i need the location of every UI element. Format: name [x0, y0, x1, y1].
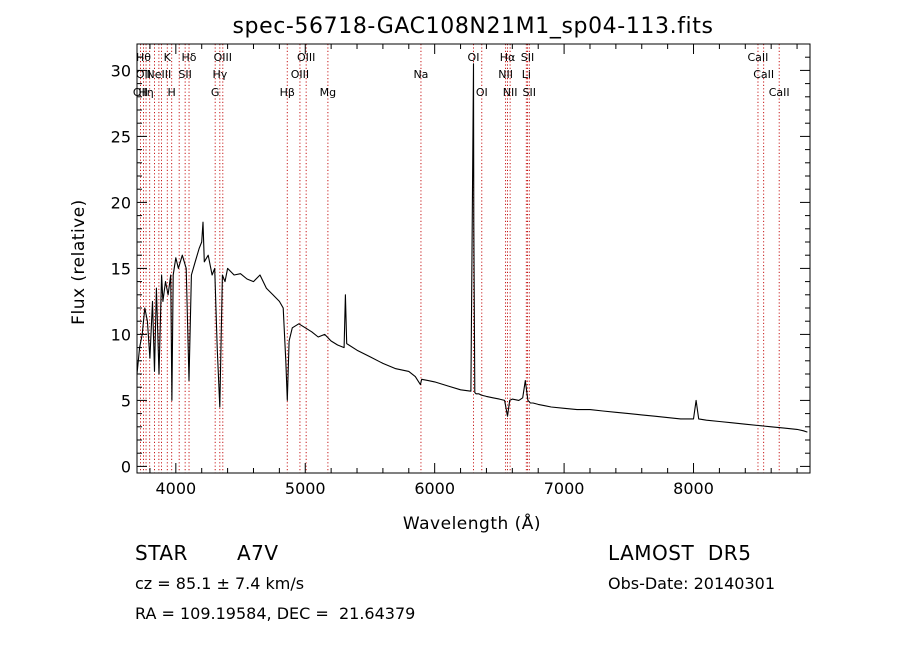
redshift-velocity: cz = 85.1 ± 7.4 km/s [135, 574, 305, 593]
object-subclass: A7V [237, 541, 279, 565]
line-label: Hθ [136, 51, 151, 64]
line-label: OI [476, 86, 488, 99]
axis-ticks [137, 44, 810, 473]
line-label: Hη [138, 86, 153, 99]
x-tick-label: 6000 [414, 479, 455, 498]
line-label: Hα [500, 51, 516, 64]
line-label: SII [523, 86, 536, 99]
line-label: SII [178, 68, 191, 81]
line-label: SII [521, 51, 534, 64]
x-tick-label: 7000 [544, 479, 585, 498]
y-tick-label: 15 [111, 259, 131, 278]
line-label: Hβ [280, 86, 295, 99]
survey-name: LAMOST DR5 [608, 541, 752, 565]
line-label: CaII [753, 68, 774, 81]
line-label: Mg [320, 86, 336, 99]
y-tick-label: 30 [111, 61, 131, 80]
line-label: Li [522, 68, 531, 81]
observation-date: Obs-Date: 20140301 [608, 574, 776, 593]
line-label: CaII [748, 51, 769, 64]
line-label: G [211, 86, 220, 99]
chart-title: spec-56718-GAC108N21M1_sp04-113.fits [232, 14, 713, 39]
line-label: NII [498, 68, 513, 81]
line-label: NII [503, 86, 518, 99]
line-label: Hγ [212, 68, 227, 81]
line-label: OI [468, 51, 480, 64]
line-label: CaII [769, 86, 790, 99]
line-label: Hδ [182, 51, 197, 64]
y-tick-label: 20 [111, 193, 131, 212]
y-tick-label: 25 [111, 127, 131, 146]
plot-frame [136, 43, 811, 474]
line-label: Na [413, 68, 428, 81]
axis-tick-labels: 4000 5000 6000 7000 8000 0 5 10 15 20 25 30 [111, 61, 714, 498]
x-tick-label: 8000 [673, 479, 714, 498]
y-tick-label: 5 [121, 391, 131, 410]
spectral-line-markers [140, 44, 780, 473]
y-axis-label: Flux (relative) [69, 199, 89, 325]
y-tick-label: 10 [111, 325, 131, 344]
x-axis-label: Wavelength (Å) [403, 512, 541, 534]
object-class: STAR [135, 541, 188, 565]
line-label: K [164, 51, 172, 64]
x-tick-label: 5000 [285, 479, 326, 498]
line-label: OIII [291, 68, 309, 81]
line-label: NeIII [147, 68, 172, 81]
x-tick-label: 4000 [155, 479, 196, 498]
series-line-flux [136, 63, 808, 433]
line-label: OIII [297, 51, 315, 64]
line-label: H [168, 86, 176, 99]
spectral-line-labels: OIIOIIHθHηNeIIIKHSIIHδGHγOIIIHβOIIIOIIIM… [133, 51, 790, 99]
ra-dec-coordinates: RA = 109.19584, DEC = 21.64379 [135, 604, 416, 623]
line-label: OII [136, 68, 151, 81]
line-label: OIII [214, 51, 232, 64]
y-tick-label: 0 [121, 457, 131, 476]
